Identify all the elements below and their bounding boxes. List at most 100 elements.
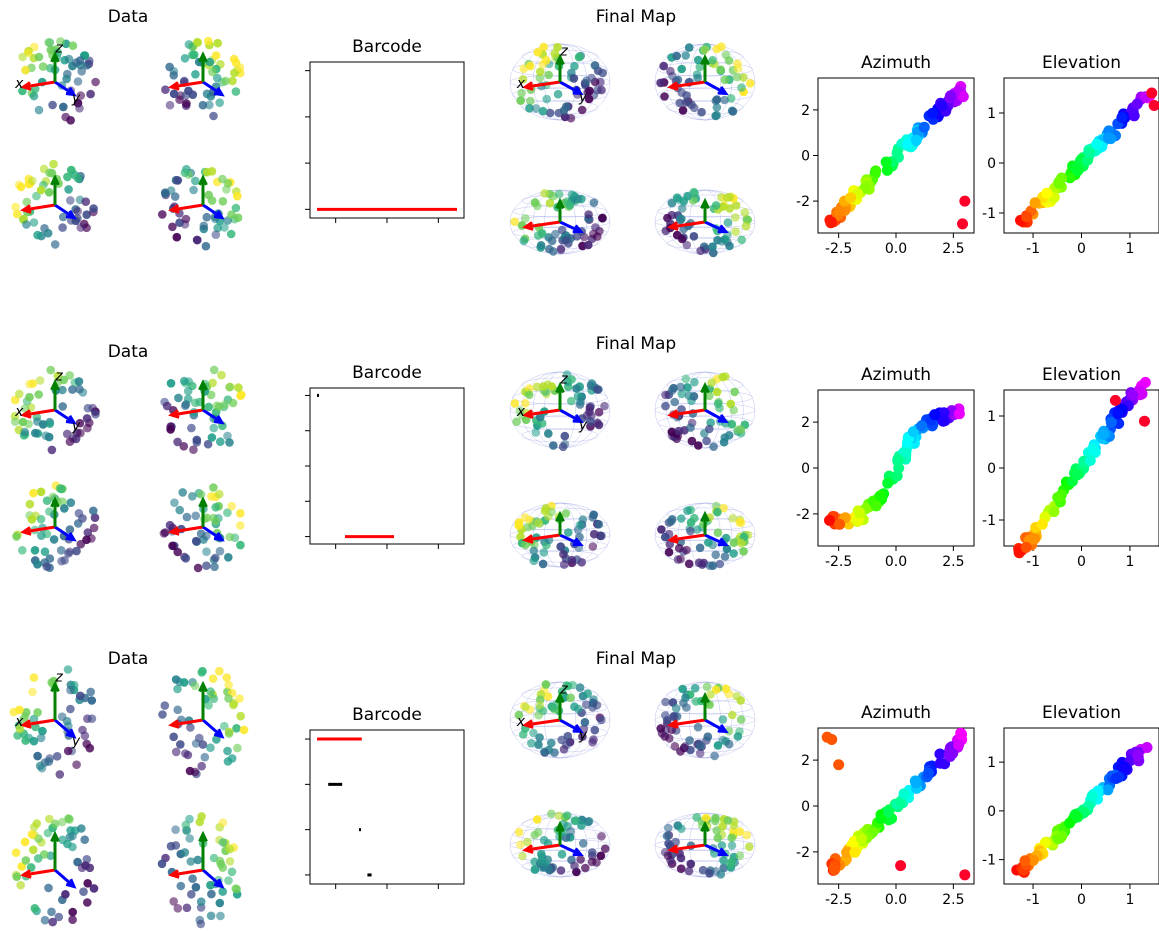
data-point	[594, 520, 604, 529]
data-point	[697, 107, 706, 117]
data-point	[686, 518, 696, 527]
barcode-frame	[309, 729, 465, 885]
data-point	[510, 399, 520, 408]
data-point	[168, 222, 177, 232]
data-point	[545, 108, 555, 118]
data-point	[540, 506, 550, 516]
data-point	[713, 741, 723, 750]
data-point	[732, 72, 742, 82]
data-point	[541, 56, 551, 65]
data-point	[191, 176, 200, 186]
data-point	[529, 728, 538, 738]
data-point	[736, 696, 745, 705]
data-point	[173, 904, 183, 913]
x-axis-arrow-head	[168, 869, 180, 879]
data-point	[660, 92, 669, 101]
z-axis-arrow-head	[700, 820, 710, 833]
data-point	[525, 384, 534, 393]
data-point	[548, 247, 558, 256]
elevation-panel: Elevation -1 0 1 -1 0 1	[982, 703, 1159, 908]
data-point	[559, 560, 569, 569]
data-point	[209, 111, 218, 121]
data-point	[216, 437, 225, 447]
elevation-point	[1120, 762, 1131, 774]
data-view-1: x y z	[14, 37, 100, 125]
data-point	[215, 98, 224, 107]
data-point	[207, 196, 217, 205]
data-point	[547, 236, 557, 246]
elevation-outlier-point	[1146, 87, 1158, 99]
x-axis-arrow-head	[522, 719, 534, 729]
data-point	[87, 714, 97, 723]
data-point	[521, 214, 530, 223]
data-point	[198, 740, 208, 749]
data-point	[234, 383, 243, 392]
data-point	[239, 725, 249, 735]
data-point	[677, 514, 686, 523]
data-point	[215, 666, 224, 676]
data-point	[717, 237, 727, 246]
azimuth-outlier-point	[895, 860, 907, 872]
elevation-point	[1110, 773, 1122, 784]
data-point	[211, 553, 220, 563]
data-point	[189, 50, 199, 60]
data-point	[224, 876, 233, 885]
data-point	[41, 431, 51, 441]
data-point	[59, 375, 68, 385]
z-axis-arrow-head	[198, 496, 208, 508]
x-axis-arrow	[23, 203, 56, 212]
data-point	[572, 384, 581, 393]
azimuth-ytick-label: 0	[801, 461, 810, 477]
map-view-4	[654, 812, 756, 879]
data-point	[589, 198, 599, 207]
data-point	[587, 73, 596, 83]
elevation-point	[1131, 98, 1143, 110]
elevation-xtick-label: -1	[1026, 892, 1040, 908]
azimuth-point	[882, 806, 894, 818]
data-point	[523, 837, 532, 847]
data-point	[10, 395, 20, 405]
z-axis-arrow-head	[555, 510, 565, 523]
data-point	[211, 516, 220, 526]
z-axis-arrow-head	[50, 680, 60, 693]
elevation-title: Elevation	[1042, 53, 1121, 73]
data-point	[735, 827, 745, 836]
data-point	[169, 89, 179, 99]
data-point	[681, 374, 691, 384]
elevation-point	[1056, 830, 1068, 842]
data-point	[711, 550, 720, 560]
elevation-point	[1102, 132, 1114, 144]
data-point	[693, 73, 702, 83]
y-axis-arrow	[704, 533, 727, 546]
data-point	[58, 817, 67, 827]
data-point	[236, 711, 245, 721]
data-point	[534, 740, 543, 749]
data-point	[551, 229, 560, 239]
data-point	[208, 674, 218, 683]
data-point	[47, 168, 57, 178]
data-point	[718, 372, 728, 382]
data-point	[86, 89, 95, 99]
data-point	[205, 100, 214, 110]
data-point	[512, 417, 521, 427]
data-point	[56, 546, 66, 555]
azimuth-outlier-point	[959, 195, 971, 207]
elevation-point	[1112, 408, 1124, 420]
data-point	[205, 57, 215, 67]
data-point	[191, 536, 201, 546]
data-point	[66, 685, 75, 695]
data-point	[665, 734, 674, 743]
data-point	[82, 210, 91, 219]
data-point	[674, 426, 683, 436]
data-point	[170, 192, 180, 201]
data-view-1: x y z	[10, 365, 100, 455]
elevation-point	[1084, 455, 1096, 466]
data-point	[65, 371, 74, 380]
data-point	[158, 210, 167, 219]
data-point	[78, 514, 87, 523]
data-point	[44, 757, 54, 766]
data-point	[15, 705, 24, 715]
data-point	[213, 223, 222, 233]
y-axis-arrow	[704, 80, 727, 95]
data-point	[209, 423, 219, 433]
